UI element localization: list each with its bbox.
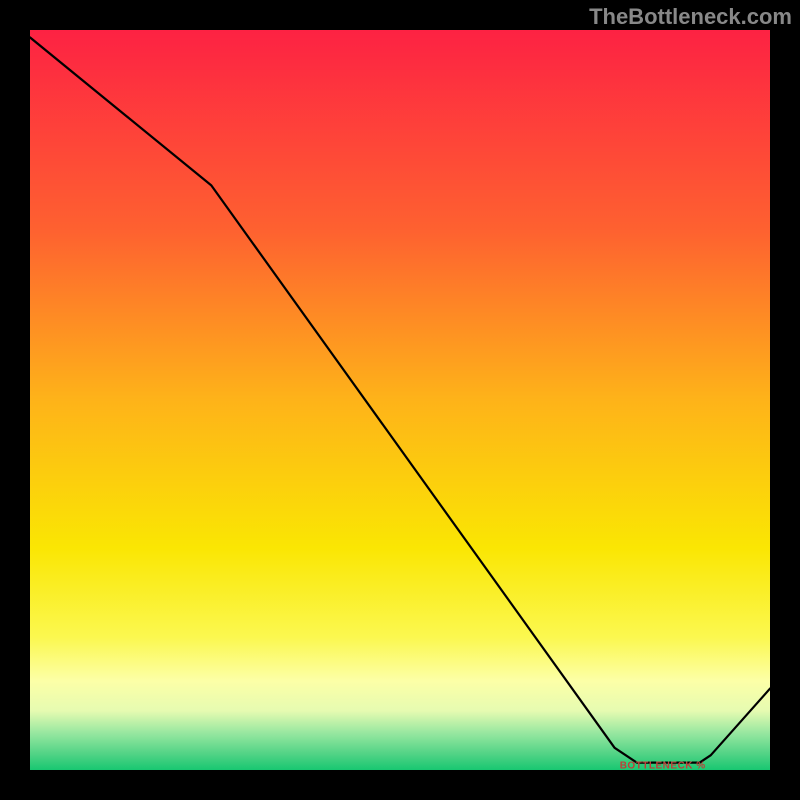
chart-container: TheBottleneck.com BOTTLENECK % — [0, 0, 800, 800]
bottleneck-label: BOTTLENECK % — [620, 761, 706, 770]
chart-stage: BOTTLENECK % — [0, 0, 800, 800]
line-overlay — [30, 30, 770, 770]
watermark-text: TheBottleneck.com — [589, 4, 792, 30]
plot-area: BOTTLENECK % — [30, 30, 770, 770]
series-line — [30, 37, 770, 762]
